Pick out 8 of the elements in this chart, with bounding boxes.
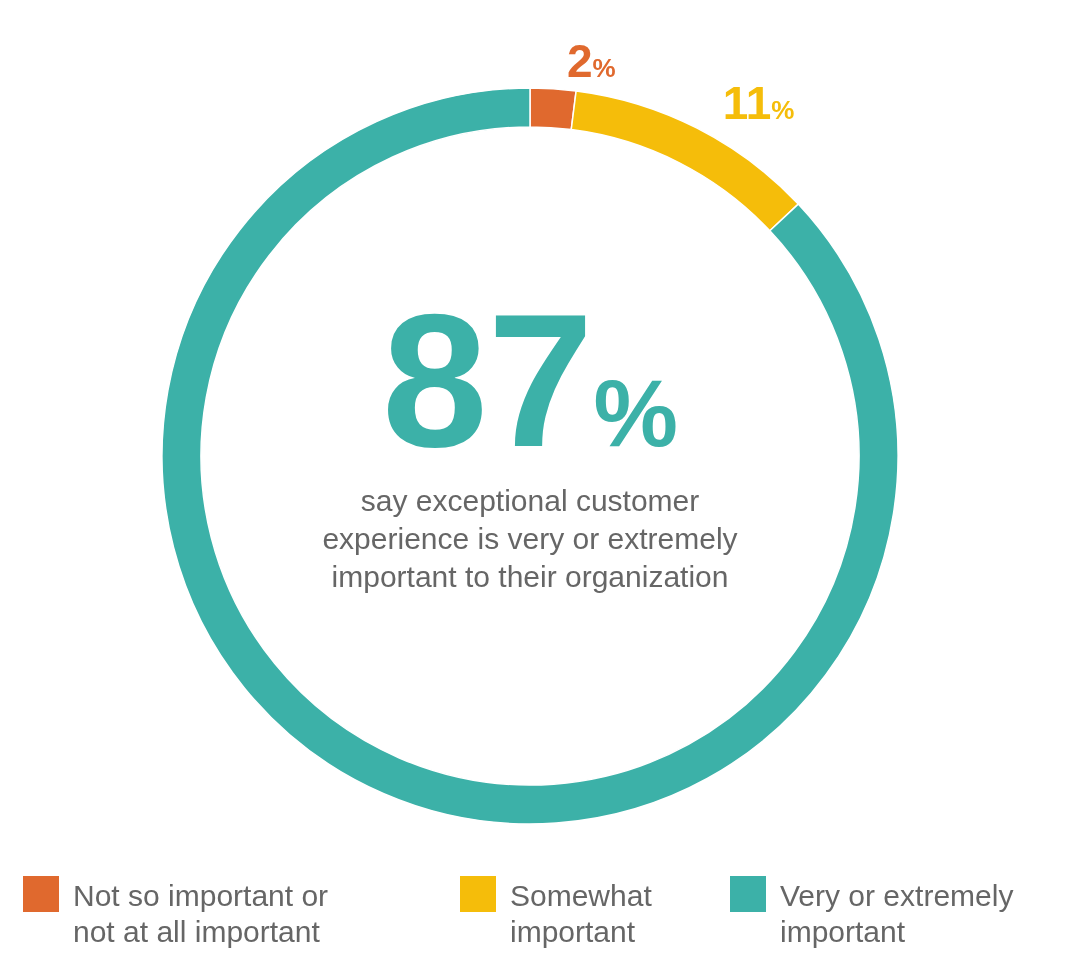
donut-slice (161, 87, 899, 825)
data-label: 87% (382, 274, 678, 486)
legend-label: Not so important or not at all important (73, 879, 329, 948)
legend-label: Somewhat important (510, 879, 653, 948)
legend-label: Very or extremely important (780, 879, 1014, 948)
data-label: 2% (566, 34, 616, 87)
data-label: 11% (722, 77, 795, 130)
text: say exceptional customer experience is very or extremely important to their organization (322, 484, 738, 593)
